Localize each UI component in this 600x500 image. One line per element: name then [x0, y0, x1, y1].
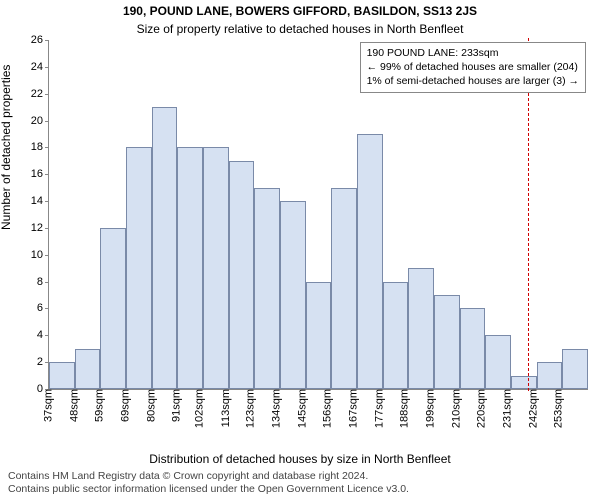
x-tick: 220sqm	[470, 389, 488, 428]
histogram-bar	[229, 161, 255, 389]
x-tick: 134sqm	[264, 389, 282, 428]
y-tick: 8	[37, 276, 49, 288]
y-tick: 22	[31, 88, 49, 100]
info-line-2: ← 99% of detached houses are smaller (20…	[367, 60, 579, 74]
histogram-bar	[100, 228, 126, 389]
histogram-bar	[203, 147, 229, 389]
x-tick: 177sqm	[367, 389, 385, 428]
histogram-bar	[357, 134, 383, 389]
info-line-3: 1% of semi-detached houses are larger (3…	[367, 74, 579, 88]
y-axis-label: Number of detached properties	[0, 65, 13, 230]
histogram-bar	[254, 188, 280, 389]
x-tick: 69sqm	[113, 389, 131, 422]
y-tick: 14	[31, 195, 49, 207]
histogram-bar	[511, 376, 537, 389]
x-tick: 231sqm	[495, 389, 513, 428]
histogram-bar	[75, 349, 101, 389]
y-tick: 10	[31, 249, 49, 261]
histogram-bar	[485, 335, 511, 389]
x-tick: 123sqm	[239, 389, 257, 428]
histogram-bar	[280, 201, 306, 389]
y-tick: 26	[31, 34, 49, 46]
histogram-bar	[408, 268, 434, 389]
footer-attribution: Contains HM Land Registry data © Crown c…	[8, 470, 409, 496]
x-tick: 167sqm	[341, 389, 359, 428]
footer-line-1: Contains HM Land Registry data © Crown c…	[8, 470, 409, 483]
x-tick: 59sqm	[88, 389, 106, 422]
x-tick: 145sqm	[290, 389, 308, 428]
footer-line-2: Contains public sector information licen…	[8, 483, 409, 496]
histogram-chart: 190, POUND LANE, BOWERS GIFFORD, BASILDO…	[0, 0, 600, 500]
y-tick: 18	[31, 141, 49, 153]
histogram-bar	[460, 308, 486, 389]
y-tick: 6	[37, 302, 49, 314]
x-tick: 156sqm	[316, 389, 334, 428]
x-axis-label: Distribution of detached houses by size …	[0, 452, 600, 466]
chart-title-main: 190, POUND LANE, BOWERS GIFFORD, BASILDO…	[0, 4, 600, 18]
plot-area: 190 POUND LANE: 233sqm ← 99% of detached…	[48, 40, 588, 390]
histogram-bar	[49, 362, 75, 389]
x-tick: 80sqm	[139, 389, 157, 422]
y-tick: 24	[31, 61, 49, 73]
histogram-bar	[537, 362, 563, 389]
histogram-bar	[562, 349, 588, 389]
chart-title-sub: Size of property relative to detached ho…	[0, 22, 600, 36]
histogram-bar	[383, 282, 409, 389]
x-tick: 48sqm	[62, 389, 80, 422]
histogram-bar	[177, 147, 203, 389]
x-tick: 199sqm	[418, 389, 436, 428]
y-tick: 4	[37, 329, 49, 341]
x-tick: 37sqm	[36, 389, 54, 422]
histogram-bar	[331, 188, 357, 389]
x-tick: 91sqm	[165, 389, 183, 422]
y-tick: 12	[31, 222, 49, 234]
x-tick: 102sqm	[187, 389, 205, 428]
x-tick: 253sqm	[547, 389, 565, 428]
y-tick: 16	[31, 168, 49, 180]
histogram-bar	[152, 107, 178, 389]
histogram-bar	[434, 295, 460, 389]
x-tick: 113sqm	[213, 389, 231, 427]
x-tick: 210sqm	[444, 389, 462, 428]
info-box: 190 POUND LANE: 233sqm ← 99% of detached…	[360, 42, 586, 93]
info-line-1: 190 POUND LANE: 233sqm	[367, 46, 579, 60]
y-tick: 2	[37, 356, 49, 368]
histogram-bar	[306, 282, 332, 389]
y-tick: 20	[31, 115, 49, 127]
x-tick: 188sqm	[393, 389, 411, 428]
histogram-bar	[126, 147, 152, 389]
x-tick: 242sqm	[521, 389, 539, 428]
